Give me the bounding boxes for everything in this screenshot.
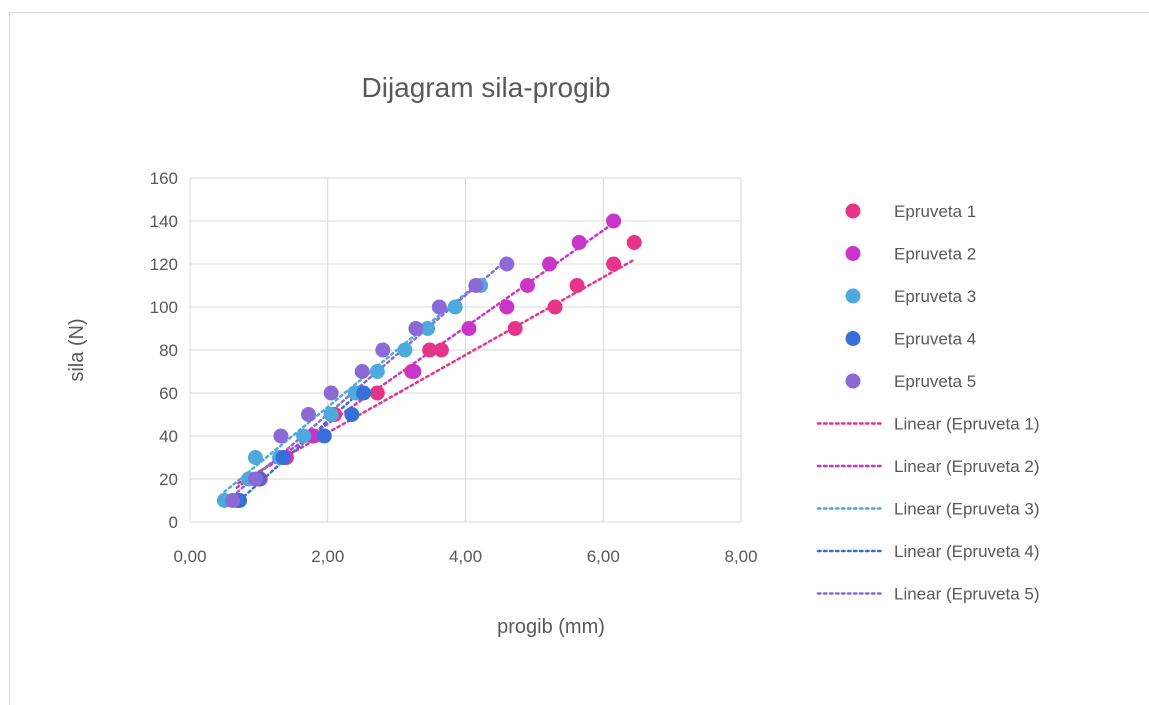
y-tick-label: 160 bbox=[150, 169, 178, 188]
data-point bbox=[344, 407, 360, 422]
data-point bbox=[323, 407, 339, 422]
data-point bbox=[507, 321, 523, 336]
data-point bbox=[626, 235, 642, 250]
data-points bbox=[216, 213, 642, 508]
y-tick-label: 20 bbox=[159, 470, 178, 489]
y-tick-label: 40 bbox=[159, 427, 178, 446]
legend-label: Linear (Epruveta 1) bbox=[894, 415, 1040, 434]
data-point bbox=[356, 385, 372, 401]
legend-label: Epruveta 1 bbox=[894, 202, 976, 221]
data-point bbox=[433, 342, 449, 358]
data-point bbox=[300, 407, 316, 422]
legend: Epruveta 1 Epruveta 2 Epruveta 3 Epruveta 4… bbox=[816, 202, 1040, 604]
data-point bbox=[606, 213, 622, 229]
data-point bbox=[369, 364, 385, 379]
data-point bbox=[247, 450, 263, 465]
data-point bbox=[275, 450, 291, 465]
data-point bbox=[499, 299, 515, 315]
data-point bbox=[369, 385, 385, 401]
data-point bbox=[323, 385, 339, 401]
legend-marker bbox=[845, 246, 861, 261]
legend-label: Linear (Epruveta 4) bbox=[894, 542, 1040, 561]
data-point bbox=[420, 321, 436, 336]
x-axis-title: progib (mm) bbox=[497, 616, 605, 638]
data-point bbox=[569, 278, 585, 293]
chart-title: Dijagram sila-progib bbox=[362, 72, 611, 103]
legend-marker bbox=[845, 331, 861, 346]
chart-frame bbox=[9, 12, 1149, 705]
data-point bbox=[542, 256, 558, 272]
data-point bbox=[422, 342, 438, 358]
data-point bbox=[431, 299, 447, 315]
y-tick-label: 80 bbox=[159, 341, 178, 360]
data-point bbox=[354, 364, 370, 379]
legend-label: Linear (Epruveta 5) bbox=[894, 585, 1040, 604]
legend-label: Linear (Epruveta 2) bbox=[894, 457, 1040, 476]
data-point bbox=[375, 342, 391, 358]
trendline bbox=[236, 258, 636, 485]
y-tick-label: 120 bbox=[150, 255, 178, 274]
trendline bbox=[238, 387, 365, 502]
x-tick-label: 8,00 bbox=[724, 547, 757, 566]
y-tick-label: 0 bbox=[169, 513, 178, 532]
data-point bbox=[225, 493, 241, 508]
legend-label: Linear (Epruveta 3) bbox=[894, 500, 1040, 519]
y-axis-title: sila (N) bbox=[66, 318, 88, 381]
data-point bbox=[547, 299, 563, 315]
data-point bbox=[461, 321, 477, 336]
data-point bbox=[296, 428, 312, 444]
legend-label: Epruveta 5 bbox=[894, 372, 976, 391]
x-tick-label: 6,00 bbox=[587, 547, 620, 566]
data-point bbox=[606, 256, 622, 272]
tick-labels: 0 20 40 60 80 100 120 140 160 0,00 2,00 4,00 6,00 8,0… bbox=[150, 169, 758, 566]
data-point bbox=[468, 278, 484, 293]
data-point bbox=[408, 321, 424, 336]
legend-label: Epruveta 4 bbox=[894, 330, 976, 349]
data-point bbox=[519, 278, 535, 293]
legend-label: Epruveta 2 bbox=[894, 245, 976, 264]
data-point bbox=[247, 471, 263, 487]
x-tick-label: 0,00 bbox=[173, 547, 206, 566]
y-tick-label: 100 bbox=[150, 298, 178, 317]
data-point bbox=[316, 428, 332, 444]
y-tick-label: 60 bbox=[159, 384, 178, 403]
x-tick-label: 4,00 bbox=[449, 547, 482, 566]
grid bbox=[189, 177, 742, 523]
legend-marker bbox=[845, 203, 861, 219]
legend-label: Epruveta 3 bbox=[894, 287, 976, 306]
data-point bbox=[447, 299, 463, 315]
data-point bbox=[406, 364, 422, 379]
legend-marker bbox=[845, 288, 861, 304]
y-tick-label: 140 bbox=[150, 212, 178, 231]
legend-marker bbox=[845, 373, 861, 389]
data-point bbox=[397, 342, 413, 358]
x-tick-label: 2,00 bbox=[311, 547, 344, 566]
data-point bbox=[499, 256, 515, 272]
trendline bbox=[223, 279, 482, 494]
data-point bbox=[571, 235, 587, 250]
data-point bbox=[273, 428, 289, 444]
